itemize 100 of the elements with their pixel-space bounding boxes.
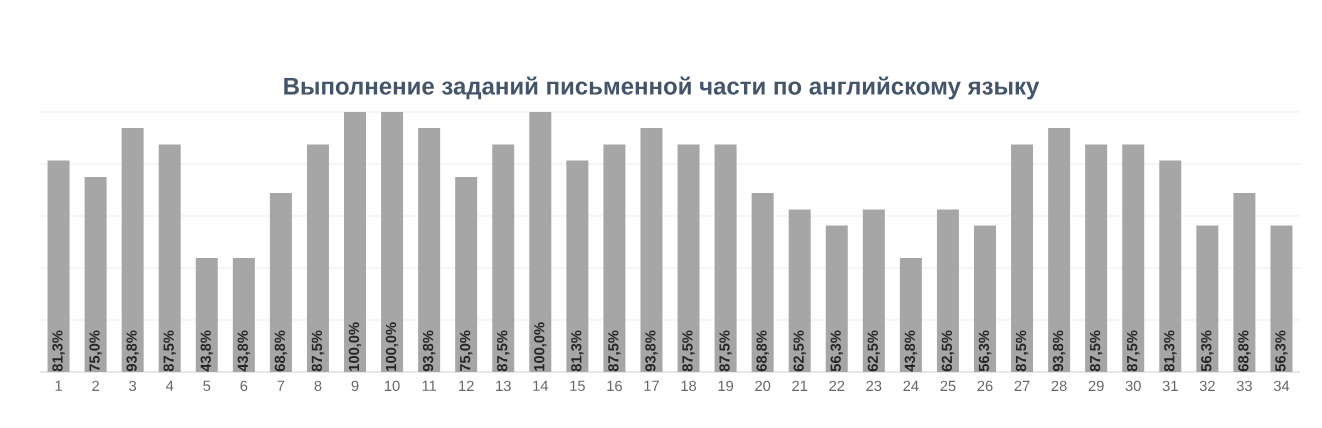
- bar: [195, 258, 218, 372]
- bar: [269, 193, 292, 372]
- x-tick-label: 29: [1088, 380, 1104, 392]
- bar: [566, 160, 589, 372]
- x-tick-label: 34: [1273, 380, 1290, 392]
- bar: [47, 160, 70, 372]
- bar: [1011, 144, 1034, 372]
- data-label: 56,3%: [1201, 330, 1214, 372]
- data-label: 87,5%: [311, 330, 325, 372]
- data-label: 43,8%: [200, 330, 214, 372]
- data-label: 43,8%: [904, 330, 918, 372]
- bar: [862, 209, 885, 372]
- x-tick-label: 12: [459, 380, 474, 391]
- x-tick-label: 6: [240, 380, 248, 392]
- data-label: 56,3%: [978, 330, 992, 372]
- x-tick-label: 8: [314, 380, 322, 392]
- bar: [825, 225, 848, 372]
- x-tick-label: 20: [755, 380, 771, 392]
- bar: [936, 209, 959, 372]
- x-tick-label: 15: [570, 380, 585, 391]
- x-tick-label: 14: [533, 380, 549, 391]
- x-tick-label: 30: [1125, 380, 1141, 392]
- data-label: 68,8%: [274, 330, 288, 372]
- data-label: 87,5%: [682, 330, 695, 372]
- x-tick-label: 21: [792, 380, 808, 391]
- bar: [344, 111, 367, 372]
- x-tick-label: 23: [866, 380, 882, 392]
- bar: [529, 111, 552, 372]
- x-tick-label: 4: [165, 380, 174, 391]
- data-label: 62,5%: [941, 330, 955, 372]
- bar: [603, 144, 626, 372]
- bar: [492, 144, 515, 372]
- x-tick-label: 27: [1014, 380, 1030, 391]
- x-tick-label: 7: [277, 380, 285, 391]
- data-label: 87,5%: [1126, 330, 1140, 372]
- data-label: 87,5%: [497, 330, 510, 372]
- bar: [232, 258, 255, 372]
- bar: [1159, 160, 1182, 372]
- x-tick-label: 3: [129, 380, 137, 392]
- bar: [158, 144, 181, 372]
- data-label: 93,8%: [422, 330, 436, 372]
- data-label: 81,3%: [1164, 330, 1177, 372]
- data-label: 100,0%: [385, 322, 399, 371]
- bar: [1196, 225, 1219, 372]
- bar: [121, 128, 144, 372]
- x-tick-label: 13: [496, 380, 511, 392]
- x-tick-label: 32: [1199, 380, 1215, 392]
- x-tick-label: 10: [385, 380, 400, 392]
- x-tick-label: 26: [977, 380, 993, 392]
- x-tick-label: 33: [1236, 380, 1252, 392]
- x-tick-label: 25: [940, 380, 956, 392]
- x-tick-label: 24: [903, 380, 919, 391]
- data-label: 81,3%: [571, 330, 584, 372]
- data-label: 56,3%: [1275, 330, 1288, 372]
- x-tick-label: 17: [644, 380, 659, 391]
- bar: [899, 258, 922, 372]
- bar: [640, 128, 663, 372]
- bar: [1085, 144, 1108, 372]
- data-label: 87,5%: [1015, 330, 1029, 372]
- x-tick-label: 1: [55, 380, 62, 391]
- bar: [788, 209, 811, 372]
- bar: [381, 111, 404, 372]
- x-tick-label: 28: [1051, 380, 1067, 392]
- data-label: 68,8%: [1238, 330, 1251, 372]
- data-label: 100,0%: [534, 322, 547, 371]
- bar: [418, 128, 441, 372]
- data-label: 75,0%: [459, 330, 473, 372]
- bar: [1270, 225, 1293, 372]
- bar: [306, 144, 329, 372]
- bar: [974, 225, 996, 372]
- x-tick-label: 5: [203, 380, 211, 391]
- bar: [84, 176, 107, 372]
- x-tick-label: 18: [681, 380, 697, 392]
- data-label: 87,5%: [163, 330, 176, 372]
- data-label: 81,3%: [52, 330, 65, 372]
- bar: [714, 144, 737, 372]
- data-label: 68,8%: [756, 330, 769, 372]
- bar: [455, 176, 478, 372]
- x-tick-label: 22: [829, 380, 845, 391]
- x-tick-label: 19: [718, 380, 734, 392]
- bar: [751, 193, 774, 372]
- x-tick-label: 31: [1162, 380, 1178, 392]
- data-label: 56,3%: [830, 330, 844, 372]
- data-label: 75,0%: [89, 330, 102, 372]
- data-label: 62,5%: [867, 330, 881, 372]
- data-label: 100,0%: [348, 322, 362, 371]
- data-label: 93,8%: [1052, 330, 1066, 372]
- x-tick-label: 11: [422, 380, 437, 391]
- data-label: 93,8%: [645, 330, 658, 372]
- data-label: 87,5%: [1089, 330, 1103, 372]
- data-label: 87,5%: [719, 330, 732, 372]
- data-label: 87,5%: [608, 330, 621, 372]
- bar: [677, 144, 700, 372]
- bar: [1233, 193, 1256, 372]
- x-tick-label: 16: [607, 380, 622, 392]
- chart-title: Выполнение заданий письменной части по английскому языку: [284, 76, 1040, 100]
- data-label: 43,8%: [237, 330, 251, 372]
- x-tick-label: 2: [92, 380, 99, 391]
- bar: [1122, 144, 1145, 372]
- x-tick-label: 9: [351, 380, 359, 392]
